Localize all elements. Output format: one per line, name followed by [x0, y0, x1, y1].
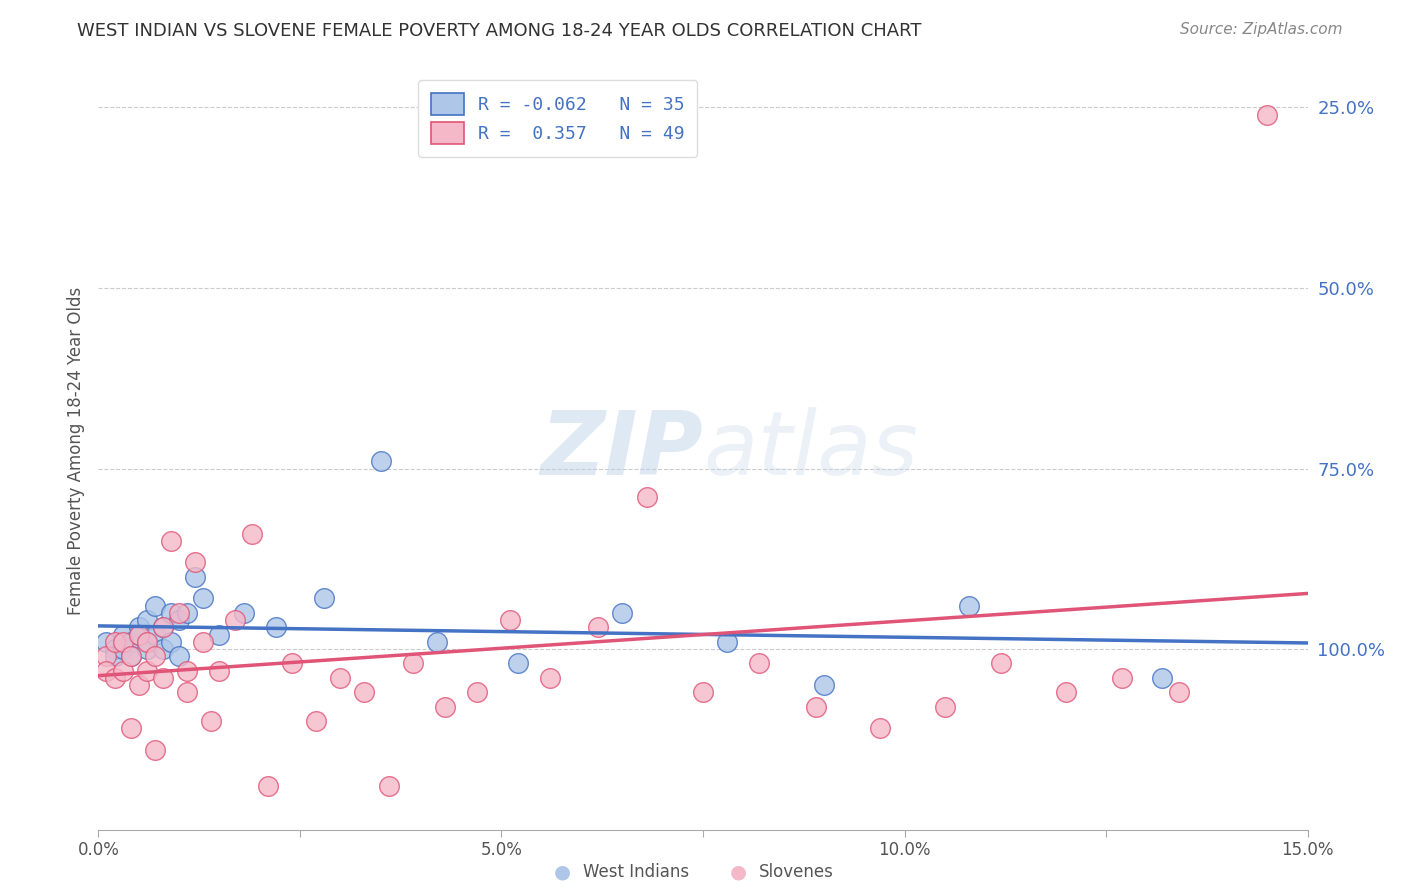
Point [111, 642, 134, 657]
Point [434, 699, 457, 714]
Point [152, 620, 174, 634]
Point [377, 779, 399, 793]
Point [143, 627, 166, 641]
Point [135, 664, 157, 678]
Y-axis label: Female Poverty Among 18-24 Year Olds: Female Poverty Among 18-24 Year Olds [66, 286, 84, 615]
Point [426, 635, 449, 649]
Point [305, 714, 328, 729]
Point [143, 649, 166, 664]
Text: Source: ZipAtlas.com: Source: ZipAtlas.com [1180, 22, 1343, 37]
Point [128, 620, 150, 634]
Point [120, 635, 142, 649]
Point [176, 606, 198, 620]
Point [111, 627, 134, 641]
Point [281, 657, 304, 671]
Point [498, 613, 520, 627]
Point [111, 664, 134, 678]
Point [160, 606, 183, 620]
Point [370, 454, 392, 468]
Point [96, 635, 118, 649]
Text: West Indians: West Indians [583, 863, 689, 881]
Point [869, 722, 891, 736]
Legend: R = -0.062   N = 35, R =  0.357   N = 49: R = -0.062 N = 35, R = 0.357 N = 49 [419, 80, 697, 157]
Point [103, 635, 125, 649]
Point [176, 685, 198, 699]
Point [813, 678, 835, 692]
Point [143, 599, 166, 613]
Point [353, 685, 375, 699]
Point [232, 606, 254, 620]
Point [143, 743, 166, 757]
Point [586, 620, 609, 634]
Point [748, 657, 770, 671]
Point [193, 591, 215, 606]
Point [716, 635, 738, 649]
Point [1152, 671, 1174, 685]
Point [167, 613, 190, 627]
Point [128, 627, 150, 641]
Point [314, 591, 336, 606]
Point [804, 699, 827, 714]
Point [240, 526, 263, 541]
Point [120, 722, 142, 736]
Point [208, 627, 231, 641]
Point [135, 635, 157, 649]
Point [990, 657, 1012, 671]
Point [128, 627, 150, 641]
Point [934, 699, 956, 714]
Point [506, 657, 529, 671]
Point [135, 642, 157, 657]
Point [1167, 685, 1189, 699]
Point [96, 664, 118, 678]
Point [103, 671, 125, 685]
Point [329, 671, 352, 685]
Text: ●: ● [730, 863, 747, 882]
Point [256, 779, 278, 793]
Point [208, 664, 231, 678]
Point [538, 671, 561, 685]
Text: Slovenes: Slovenes [759, 863, 834, 881]
Point [103, 642, 125, 657]
Point [111, 635, 134, 649]
Text: ZIP: ZIP [540, 407, 703, 494]
Point [160, 533, 183, 548]
Point [1111, 671, 1133, 685]
Point [1054, 685, 1077, 699]
Point [612, 606, 634, 620]
Point [184, 570, 207, 584]
Point [224, 613, 246, 627]
Point [402, 657, 425, 671]
Point [103, 649, 125, 664]
Point [135, 635, 157, 649]
Point [193, 635, 215, 649]
Point [152, 620, 174, 634]
Point [152, 671, 174, 685]
Point [152, 642, 174, 657]
Point [184, 555, 207, 569]
Point [120, 649, 142, 664]
Point [465, 685, 488, 699]
Text: ●: ● [554, 863, 571, 882]
Point [176, 664, 198, 678]
Point [120, 649, 142, 664]
Point [128, 678, 150, 692]
Point [1256, 108, 1278, 122]
Point [957, 599, 980, 613]
Point [96, 649, 118, 664]
Text: atlas: atlas [703, 408, 918, 493]
Point [160, 635, 183, 649]
Point [135, 613, 157, 627]
Point [636, 491, 658, 505]
Point [167, 606, 190, 620]
Point [264, 620, 287, 634]
Text: WEST INDIAN VS SLOVENE FEMALE POVERTY AMONG 18-24 YEAR OLDS CORRELATION CHART: WEST INDIAN VS SLOVENE FEMALE POVERTY AM… [77, 22, 922, 40]
Point [692, 685, 714, 699]
Point [167, 649, 190, 664]
Point [200, 714, 222, 729]
